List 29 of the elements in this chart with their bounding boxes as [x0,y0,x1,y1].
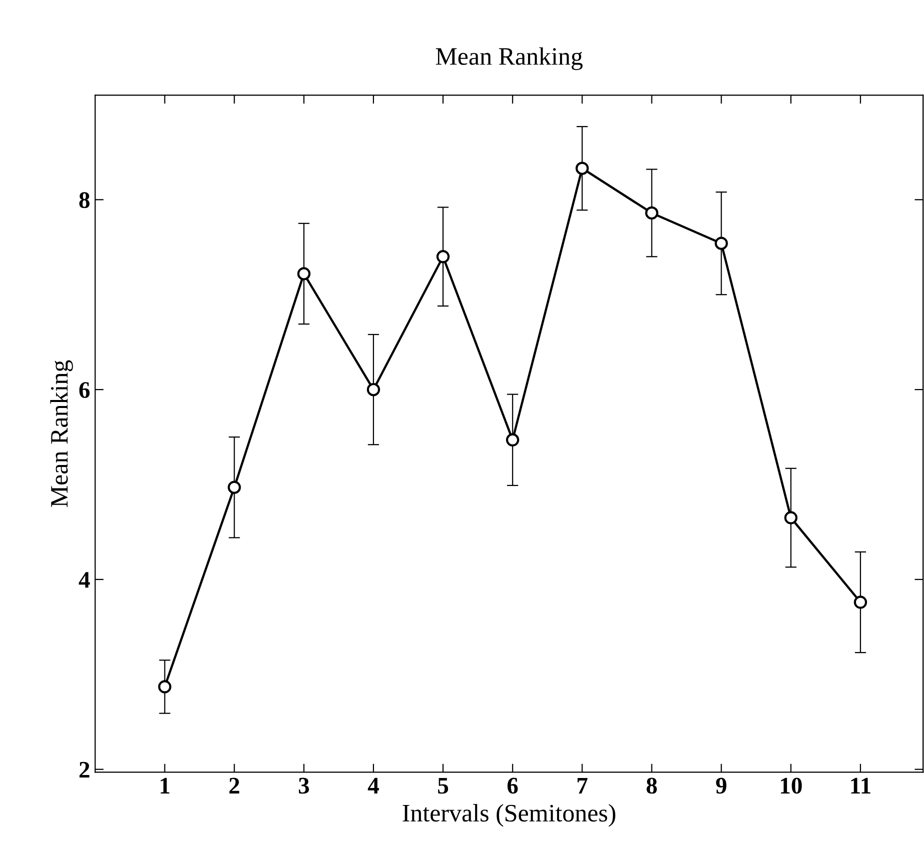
x-tick-label: 5 [438,778,448,794]
y-tick-label: 4 [78,572,90,588]
point [854,596,868,609]
x-tick-label: 9 [716,778,726,794]
x-tick-label: 11 [851,778,870,794]
point [436,250,450,264]
x-tick-label: 4 [368,778,379,794]
y-tick-label: 8 [79,192,90,208]
x-tick-label: 2 [229,778,240,794]
point [714,236,728,250]
point [576,162,589,175]
point [645,206,658,220]
y-axis-title: Mean Ranking [50,360,73,507]
point [506,433,520,446]
x-tick-label: 10 [780,778,802,794]
x-axis-title: Intervals (Semitones) [402,804,616,827]
point [158,680,172,694]
x-tick-label: 1 [160,778,170,794]
x-tick-label: 3 [298,778,309,794]
chart-title: Mean Ranking [436,47,583,70]
y-tick-label: 2 [80,762,90,778]
x-tick-label: 7 [578,778,588,794]
point [228,480,241,494]
point [297,267,310,280]
y-tick-label: 6 [79,382,90,398]
point [784,511,798,524]
x-tick-label: 6 [508,778,518,794]
point [366,382,380,396]
x-tick-label: 8 [646,778,657,794]
